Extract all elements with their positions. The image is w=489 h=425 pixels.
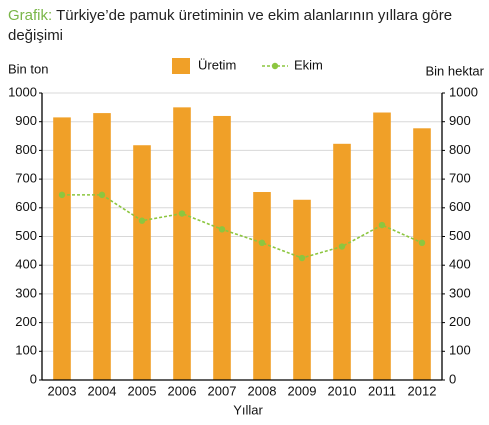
y2-axis-label: Bin hektar — [425, 63, 484, 78]
y2-tick-label: 200 — [449, 314, 471, 329]
y-tick-label: 100 — [15, 343, 37, 358]
y-tick-label: 300 — [15, 285, 37, 300]
y-tick-label: 200 — [15, 314, 37, 329]
y2-tick-label: 600 — [449, 199, 471, 214]
y-tick-label: 1000 — [8, 84, 37, 99]
legend-swatch — [172, 58, 190, 74]
x-axis-label: Yıllar — [233, 402, 263, 417]
y2-tick-label: 900 — [449, 113, 471, 128]
bar — [253, 192, 271, 380]
chart-title: Grafik: Türkiye’de pamuk üretiminin ve e… — [8, 6, 478, 46]
x-tick-label: 2005 — [128, 383, 157, 398]
x-tick-label: 2003 — [48, 383, 77, 398]
y-tick-label: 600 — [15, 199, 37, 214]
x-tick-label: 2008 — [248, 383, 277, 398]
y2-tick-label: 100 — [449, 343, 471, 358]
y-tick-label: 900 — [15, 113, 37, 128]
x-tick-label: 2007 — [208, 383, 237, 398]
y-tick-label: 400 — [15, 257, 37, 272]
y2-tick-label: 300 — [449, 285, 471, 300]
bar — [133, 145, 151, 380]
x-tick-label: 2010 — [328, 383, 357, 398]
line-marker — [98, 191, 106, 199]
line-marker — [418, 239, 426, 247]
x-tick-label: 2006 — [168, 383, 197, 398]
line-marker — [58, 191, 66, 199]
x-tick-label: 2004 — [88, 383, 117, 398]
y-tick-label: 700 — [15, 171, 37, 186]
legend-label: Ekim — [294, 57, 323, 72]
y2-tick-label: 500 — [449, 228, 471, 243]
y2-tick-label: 1000 — [449, 84, 478, 99]
bar — [53, 117, 71, 381]
line — [62, 194, 423, 259]
y2-tick-label: 700 — [449, 171, 471, 186]
legend-label: Üretim — [198, 57, 236, 72]
bar — [93, 113, 111, 380]
title-label: Grafik: — [8, 7, 53, 24]
y-axis-label: Bin ton — [8, 61, 48, 76]
bar — [373, 112, 391, 381]
y2-tick-label: 0 — [449, 371, 456, 386]
line-marker — [298, 254, 306, 262]
bar — [293, 199, 311, 380]
bar — [413, 128, 431, 380]
bar — [173, 107, 191, 380]
x-tick-label: 2009 — [288, 383, 317, 398]
y2-tick-label: 800 — [449, 142, 471, 157]
y-tick-label: 800 — [15, 142, 37, 157]
legend-marker — [271, 62, 279, 70]
y-tick-label: 500 — [15, 228, 37, 243]
line-marker — [178, 210, 186, 217]
x-tick-label: 2012 — [408, 383, 437, 398]
line-marker — [138, 217, 146, 224]
title-text: Türkiye’de pamuk üretiminin ve ekim alan… — [8, 7, 453, 44]
y-tick-label: 0 — [30, 371, 37, 386]
bar — [213, 115, 231, 381]
line-marker — [338, 243, 346, 250]
bar — [333, 143, 351, 380]
line-marker — [218, 226, 226, 233]
x-tick-label: 2011 — [368, 383, 396, 398]
line-marker — [378, 221, 386, 229]
y2-tick-label: 400 — [449, 257, 471, 272]
line-marker — [258, 239, 266, 247]
